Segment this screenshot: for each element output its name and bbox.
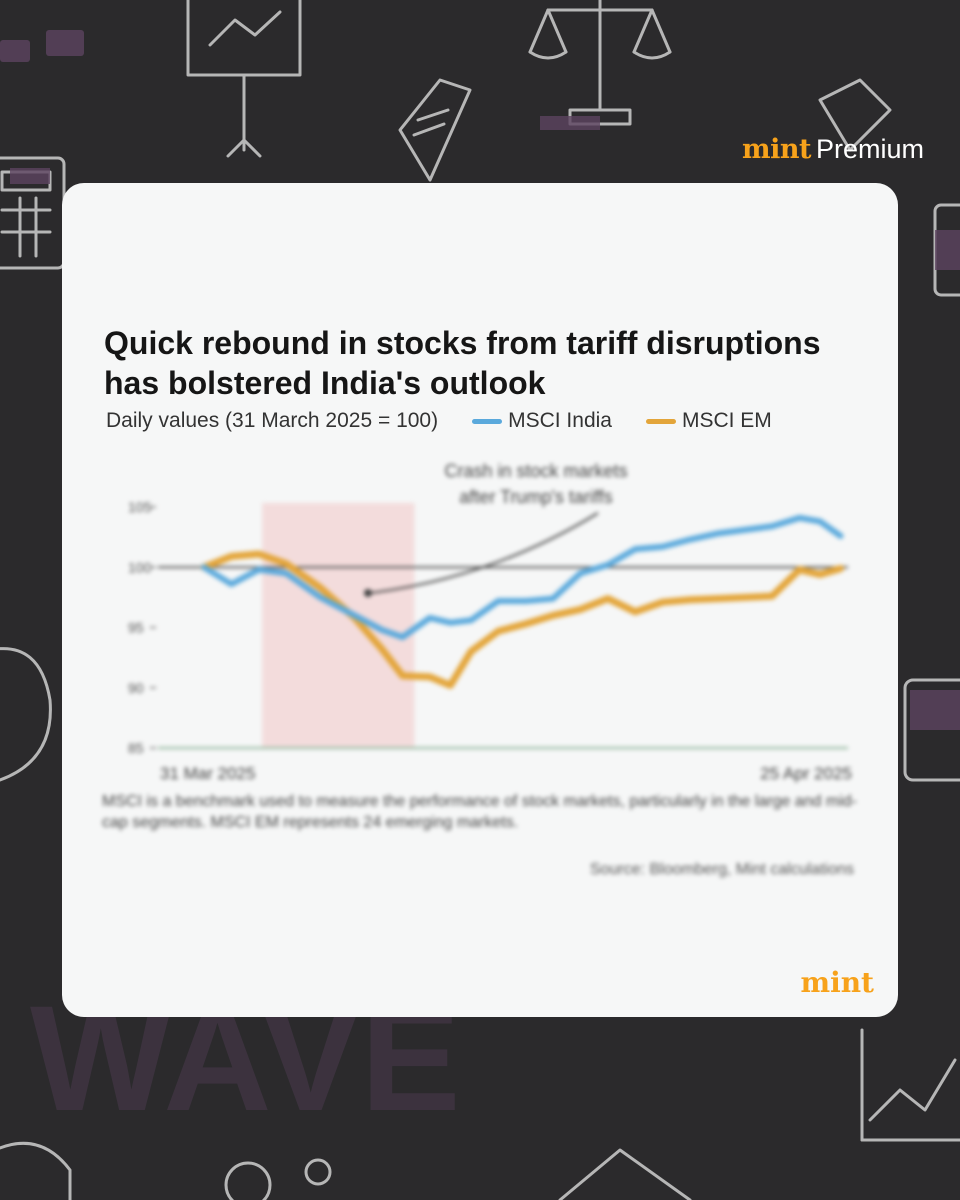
chart-title: Quick rebound in stocks from tariff disr… bbox=[104, 325, 821, 401]
y-tick-label: 85 bbox=[128, 740, 144, 756]
chart-card: Quick rebound in stocks from tariff disr… bbox=[62, 183, 898, 1017]
annotation-line-2: after Trump's tariffs bbox=[459, 487, 612, 507]
document-doodle bbox=[398, 78, 472, 182]
annotation-line-1: Crash in stock markets bbox=[444, 461, 627, 481]
annotation-arrow-head bbox=[364, 589, 372, 597]
mint-card-logo: mint bbox=[800, 966, 874, 999]
y-tick-label: 105 bbox=[128, 499, 152, 515]
flipchart-doodle bbox=[186, 0, 302, 77]
y-tick-label: 100 bbox=[128, 559, 152, 575]
mint-premium-logo: mint Premium bbox=[742, 134, 924, 165]
tariff-shaded-region bbox=[262, 503, 415, 748]
legend-label-msci-em: MSCI EM bbox=[681, 409, 772, 432]
line-chart: 85 90 95 100 105 Crash in stock markets afte… bbox=[128, 461, 852, 783]
premium-label: Premium bbox=[815, 134, 924, 164]
gear-doodle bbox=[224, 1161, 272, 1200]
line-chart-doodle bbox=[868, 1058, 957, 1122]
legend-swatch-msci-india bbox=[472, 418, 503, 424]
legend-swatch-msci-em bbox=[645, 418, 676, 424]
legend-item-msci-em: MSCI EM bbox=[645, 409, 772, 433]
y-tick-label: 95 bbox=[128, 620, 144, 636]
legend-label-msci-india: MSCI India bbox=[508, 409, 612, 432]
y-tick-label: 90 bbox=[128, 680, 144, 696]
mint-logo-word: mint bbox=[742, 134, 811, 165]
chart-subtitle: Daily values (31 March 2025 = 100) bbox=[106, 409, 439, 432]
money-bag-doodle bbox=[0, 647, 52, 782]
chart-footnote: MSCI is a benchmark used to measure the … bbox=[102, 793, 857, 831]
subtitle-legend-row: Daily values (31 March 2025 = 100) MSCI … bbox=[106, 409, 866, 433]
x-tick-label-end: 25 Apr 2025 bbox=[760, 764, 852, 783]
series-line-msci-india bbox=[201, 514, 844, 641]
x-tick-label-start: 31 Mar 2025 bbox=[160, 764, 255, 783]
series-line-msci-em bbox=[200, 550, 845, 689]
legend-item-msci-india: MSCI India bbox=[472, 409, 612, 433]
annotation-arrow bbox=[369, 512, 599, 594]
annotation: Crash in stock markets after Trump's tar… bbox=[364, 461, 628, 597]
gem-doodle bbox=[818, 78, 892, 152]
chart-source: Source: Bloomberg, Mint calculations bbox=[589, 861, 854, 878]
